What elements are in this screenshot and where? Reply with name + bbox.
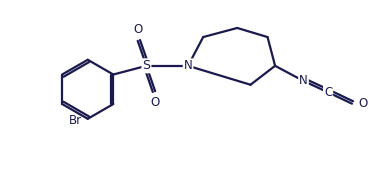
Text: O: O xyxy=(151,96,160,109)
Text: S: S xyxy=(142,59,151,72)
Text: N: N xyxy=(184,59,192,72)
Text: N: N xyxy=(299,74,308,87)
Text: C: C xyxy=(324,86,332,99)
Text: O: O xyxy=(133,23,142,36)
Text: Br: Br xyxy=(69,114,82,127)
Text: O: O xyxy=(359,97,368,110)
